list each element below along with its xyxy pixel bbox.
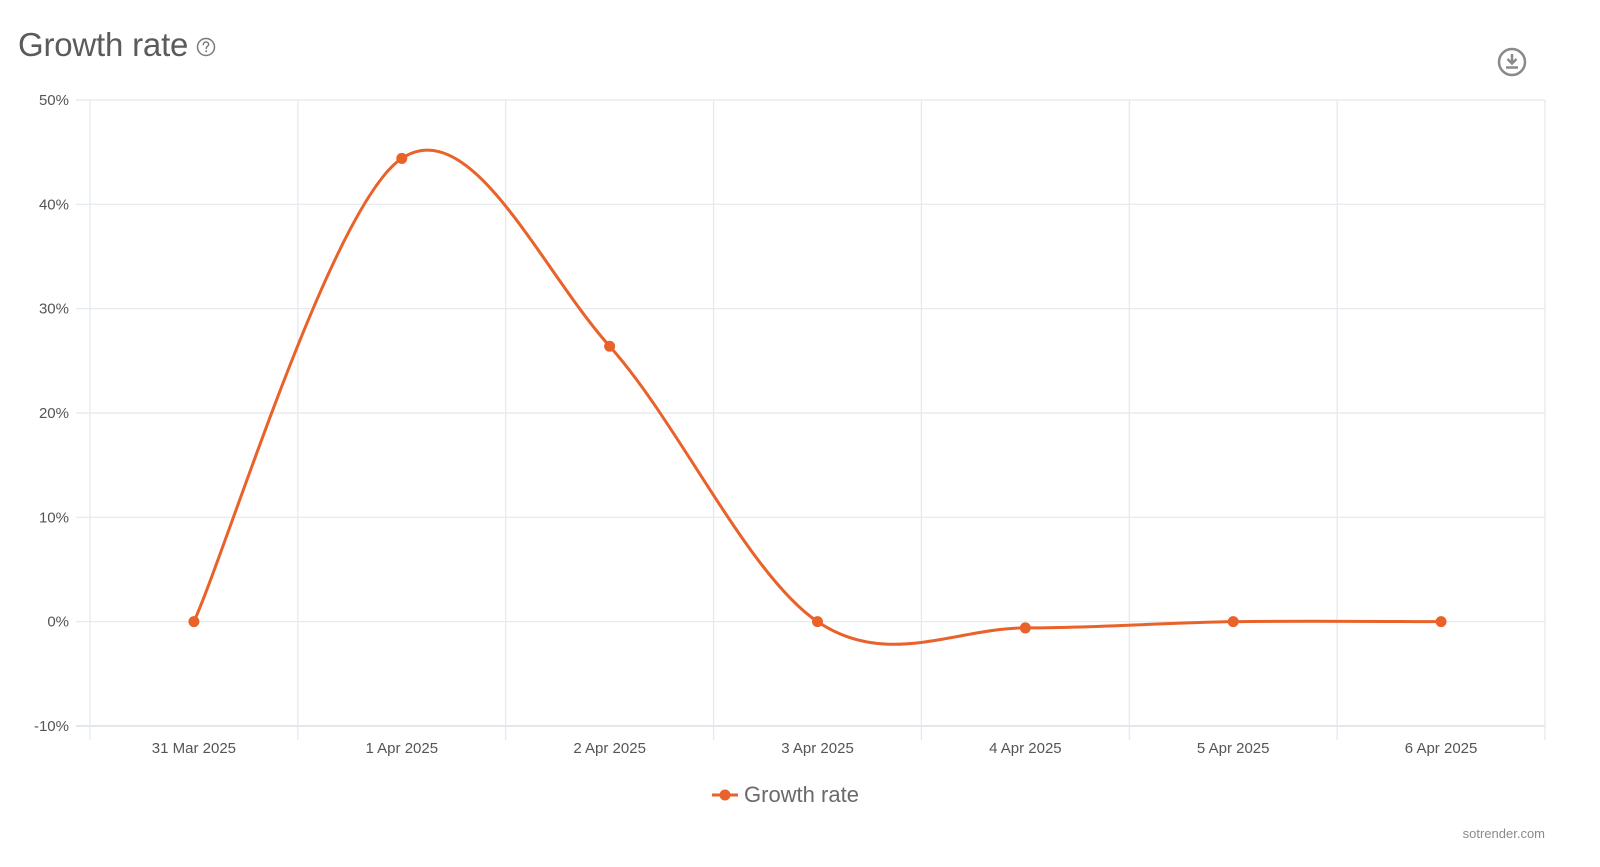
x-tick-label: 4 Apr 2025 <box>989 740 1062 757</box>
x-tick-label: 5 Apr 2025 <box>1197 740 1270 757</box>
y-tick-label: 50% <box>39 92 69 109</box>
question-circle-icon[interactable] <box>196 37 216 57</box>
data-point[interactable] <box>1019 622 1031 634</box>
chart-header: Growth rate <box>18 26 216 64</box>
download-button[interactable] <box>1496 46 1528 78</box>
download-circle-icon <box>1497 47 1527 77</box>
x-tick-label: 1 Apr 2025 <box>366 740 439 757</box>
y-axis: 50% 40% 30% 20% 10% 0% -10% <box>34 92 69 735</box>
credit-text: sotrender.com <box>1462 826 1545 841</box>
chart-title: Growth rate <box>18 26 189 63</box>
x-tick-label: 31 Mar 2025 <box>152 740 236 757</box>
chart-grid <box>76 99 1546 740</box>
data-point[interactable] <box>396 152 408 164</box>
data-point[interactable] <box>812 616 823 628</box>
data-point[interactable] <box>604 340 616 352</box>
legend-marker-icon <box>712 789 738 801</box>
data-point[interactable] <box>188 616 200 628</box>
y-tick-label: 20% <box>39 405 69 422</box>
legend-item-growth-rate[interactable]: Growth rate <box>712 782 859 808</box>
y-tick-label: -10% <box>34 718 69 735</box>
legend-label: Growth rate <box>744 782 859 807</box>
x-axis: 31 Mar 2025 1 Apr 2025 2 Apr 2025 3 Apr 202… <box>152 740 1478 757</box>
y-tick-label: 30% <box>39 301 69 318</box>
data-point[interactable] <box>1227 616 1239 628</box>
y-tick-label: 10% <box>39 509 69 526</box>
y-tick-label: 40% <box>39 196 69 213</box>
data-point[interactable] <box>1435 616 1447 628</box>
y-tick-label: 0% <box>47 614 69 631</box>
x-tick-label: 3 Apr 2025 <box>781 740 854 757</box>
x-tick-label: 2 Apr 2025 <box>573 740 646 757</box>
x-tick-label: 6 Apr 2025 <box>1405 740 1478 757</box>
series-growth-rate <box>188 148 1447 646</box>
